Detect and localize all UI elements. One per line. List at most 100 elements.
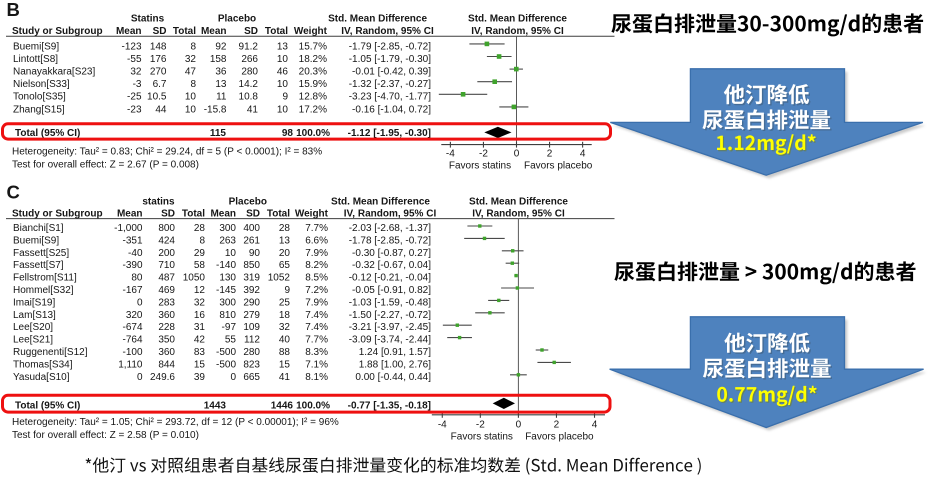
svg-text:319: 319	[243, 273, 260, 284]
svg-text:13: 13	[279, 235, 291, 246]
svg-text:SD: SD	[161, 209, 175, 220]
svg-text:-40: -40	[128, 248, 143, 259]
svg-text:-123: -123	[121, 41, 141, 52]
svg-text:279: 279	[243, 310, 260, 321]
svg-text:32: 32	[185, 54, 197, 65]
svg-text:1443: 1443	[204, 401, 227, 412]
svg-text:6.6%: 6.6%	[305, 235, 328, 246]
svg-text:-1.50 [-2.27, -0.72]: -1.50 [-2.27, -0.72]	[349, 310, 431, 321]
svg-text:Bianchi[S1]: Bianchi[S1]	[13, 223, 64, 234]
svg-text:Test for overall effect: Z = 2: Test for overall effect: Z = 2.58 (P = 0…	[12, 430, 199, 441]
svg-text:Favors statins: Favors statins	[451, 431, 513, 442]
svg-text:7.1%: 7.1%	[305, 359, 328, 370]
svg-text:360: 360	[158, 310, 175, 321]
svg-text:6.7: 6.7	[153, 79, 167, 90]
svg-text:-55: -55	[127, 54, 142, 65]
svg-text:148: 148	[150, 41, 167, 52]
svg-text:Mean: Mean	[201, 26, 227, 37]
svg-text:IV, Random, 95% CI: IV, Random, 95% CI	[471, 26, 564, 37]
svg-text:Zhang[S15]: Zhang[S15]	[13, 104, 65, 115]
svg-text:7.7%: 7.7%	[305, 223, 328, 234]
svg-text:Heterogeneity: Tau² = 1.05; Ch: Heterogeneity: Tau² = 1.05; Chi² = 293.7…	[12, 417, 339, 428]
svg-text:0.00 [-0.44, 0.44]: 0.00 [-0.44, 0.44]	[355, 372, 431, 383]
svg-text:88: 88	[279, 347, 291, 358]
svg-text:290: 290	[243, 297, 260, 308]
svg-text:100.0%: 100.0%	[296, 401, 330, 412]
svg-text:261: 261	[243, 235, 260, 246]
svg-text:280: 280	[241, 67, 258, 78]
svg-text:400: 400	[243, 223, 260, 234]
svg-text:28: 28	[194, 223, 206, 234]
svg-text:-2: -2	[476, 419, 485, 430]
svg-text:55: 55	[225, 335, 237, 346]
svg-text:Imai[S19]: Imai[S19]	[13, 297, 55, 308]
svg-text:SD: SD	[153, 26, 167, 37]
svg-text:Std. Mean Difference: Std. Mean Difference	[469, 197, 568, 208]
svg-text:91.2: 91.2	[239, 41, 259, 52]
svg-text:90: 90	[249, 248, 261, 259]
svg-text:-1.03 [-1.59, -0.48]: -1.03 [-1.59, -0.48]	[349, 297, 431, 308]
svg-text:7.2%: 7.2%	[305, 285, 328, 296]
svg-text:40: 40	[279, 335, 291, 346]
svg-text:300: 300	[219, 223, 236, 234]
svg-text:10: 10	[277, 104, 289, 115]
svg-text:10: 10	[277, 79, 289, 90]
svg-text:IV, Random, 95% CI: IV, Random, 95% CI	[344, 209, 437, 220]
svg-text:Heterogeneity: Tau² = 0.83; Ch: Heterogeneity: Tau² = 0.83; Chi² = 29.24…	[12, 147, 322, 158]
svg-text:158: 158	[210, 54, 227, 65]
svg-text:-0.30 [-0.87, 0.27]: -0.30 [-0.87, 0.27]	[352, 248, 431, 259]
svg-text:Placebo: Placebo	[218, 13, 256, 24]
svg-text:Std. Mean Difference: Std. Mean Difference	[468, 13, 567, 24]
svg-text:IV, Random, 95% CI: IV, Random, 95% CI	[472, 209, 565, 220]
svg-text:8: 8	[199, 235, 205, 246]
svg-text:844: 844	[158, 359, 175, 370]
svg-text:200: 200	[158, 248, 175, 259]
svg-text:-764: -764	[122, 335, 142, 346]
svg-text:0: 0	[230, 372, 236, 383]
svg-text:-0.77 [-1.35, -0.18]: -0.77 [-1.35, -0.18]	[348, 401, 431, 412]
svg-text:41: 41	[247, 104, 259, 115]
svg-text:360: 360	[158, 347, 175, 358]
svg-text:-100: -100	[122, 347, 142, 358]
svg-text:Mean: Mean	[117, 209, 143, 220]
svg-text:Lee[S21]: Lee[S21]	[13, 335, 53, 346]
svg-text:-674: -674	[122, 322, 142, 333]
svg-text:Favors placebo: Favors placebo	[524, 161, 593, 172]
svg-text:Fellstrom[S11]: Fellstrom[S11]	[13, 273, 77, 284]
svg-text:9: 9	[282, 92, 288, 103]
svg-text:IV, Random, 95% CI: IV, Random, 95% CI	[341, 26, 434, 37]
svg-text:487: 487	[158, 273, 175, 284]
svg-text:8: 8	[190, 41, 196, 52]
svg-text:350: 350	[158, 335, 175, 346]
svg-text:25: 25	[279, 297, 291, 308]
svg-text:850: 850	[243, 260, 260, 271]
svg-text:7.9%: 7.9%	[305, 297, 328, 308]
svg-text:270: 270	[150, 67, 167, 78]
svg-text:-351: -351	[122, 235, 142, 246]
svg-text:-0.32 [-0.67, 0.04]: -0.32 [-0.67, 0.04]	[352, 260, 431, 271]
svg-text:115: 115	[210, 128, 227, 139]
svg-text:266: 266	[241, 54, 258, 65]
svg-text:15: 15	[279, 359, 291, 370]
svg-text:0: 0	[514, 148, 520, 159]
svg-text:10: 10	[185, 92, 197, 103]
svg-text:20.3%: 20.3%	[299, 67, 327, 78]
svg-text:424: 424	[158, 235, 175, 246]
svg-text:-500: -500	[216, 347, 236, 358]
svg-text:10: 10	[277, 54, 289, 65]
svg-text:-2: -2	[479, 148, 488, 159]
svg-text:-23: -23	[127, 104, 142, 115]
svg-text:-0.16 [-1.04, 0.72]: -0.16 [-1.04, 0.72]	[352, 104, 431, 115]
svg-text:12.8%: 12.8%	[299, 92, 327, 103]
svg-text:16: 16	[194, 310, 206, 321]
svg-text:13: 13	[277, 41, 289, 52]
svg-text:1.88 [1.00, 2.76]: 1.88 [1.00, 2.76]	[359, 359, 432, 370]
svg-text:11: 11	[216, 92, 227, 103]
svg-text:823: 823	[243, 359, 260, 370]
svg-text:1.24 [0.91, 1.57]: 1.24 [0.91, 1.57]	[359, 347, 432, 358]
svg-text:8.2%: 8.2%	[305, 260, 328, 271]
svg-text:Study or Subgroup: Study or Subgroup	[12, 209, 103, 220]
svg-text:1052: 1052	[268, 273, 291, 284]
svg-text:SD: SD	[246, 209, 260, 220]
svg-text:283: 283	[158, 297, 175, 308]
